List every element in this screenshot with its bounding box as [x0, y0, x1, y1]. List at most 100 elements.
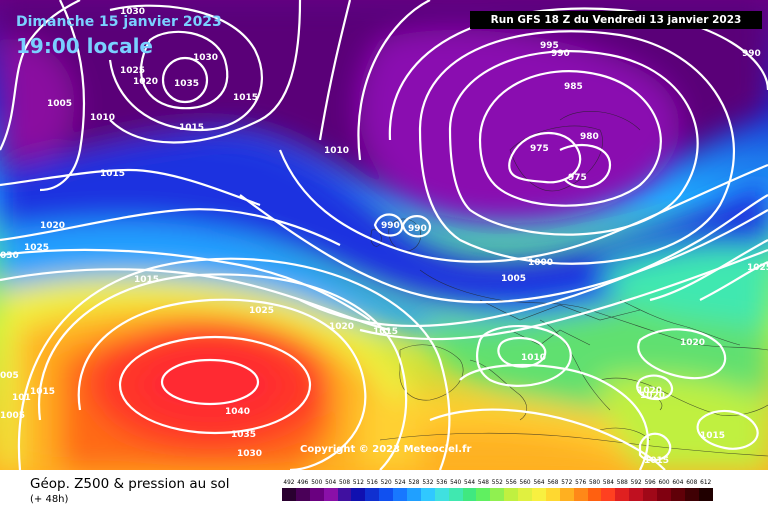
isobar-label: 990	[742, 49, 761, 59]
isobar-label: 005	[0, 371, 19, 381]
legend-label: 580	[589, 480, 601, 486]
isobar-label: 1010	[324, 146, 349, 156]
legend-label: 524	[394, 480, 406, 486]
map-title: Géop. Z500 & pression au sol	[30, 476, 230, 492]
legend-label: 528	[408, 480, 420, 486]
legend-label: 556	[505, 480, 517, 486]
legend-swatch	[379, 488, 394, 501]
legend-swatch	[587, 488, 602, 501]
isobar-label: 1030	[193, 53, 218, 63]
legend-swatch	[393, 488, 408, 501]
legend-swatch	[365, 488, 380, 501]
legend-label: 508	[338, 480, 351, 486]
isobar-label: 1015	[179, 123, 204, 133]
footer: Géop. Z500 & pression au sol (+ 48h) 492…	[0, 470, 768, 512]
legend-swatch	[504, 488, 519, 501]
isobar-label: 1015	[373, 327, 398, 337]
legend-swatch	[698, 488, 713, 501]
isobar-label: 1025	[120, 66, 145, 76]
legend-swatch	[490, 488, 505, 501]
legend-label: 504	[325, 480, 337, 486]
legend-label: 612	[700, 480, 712, 486]
legend-swatch	[601, 488, 616, 501]
legend-label: 568	[547, 480, 559, 486]
legend-swatch	[532, 488, 546, 501]
isobar-label: 1005	[47, 99, 72, 109]
legend-label: 516	[366, 480, 378, 486]
isobar-label: 1025	[747, 263, 768, 273]
legend-label: 500	[311, 480, 323, 486]
legend-swatch	[476, 488, 491, 501]
legend-label: 520	[380, 480, 392, 486]
legend-label: 592	[630, 480, 642, 486]
isobar-label: 1010	[521, 353, 546, 363]
legend-label: 512	[352, 480, 364, 486]
isobar-label: 975	[530, 144, 549, 154]
isobar-label: 1015	[134, 275, 159, 285]
legend-label: 604	[672, 480, 684, 486]
legend-labels: 492 496 500 504 508 512 516 520 524 528 532 536 540 5…	[282, 480, 713, 486]
legend-label: 536	[436, 480, 448, 486]
isobars	[0, 0, 768, 470]
isobar-label: 1015	[30, 387, 55, 397]
isobar-label: 1020	[640, 391, 665, 401]
legend-swatch	[684, 488, 699, 501]
isobar-label: 1015	[100, 169, 125, 179]
isobar-label: 1040	[225, 407, 250, 417]
legend-swatch	[282, 488, 296, 501]
isobar-label: 1020	[329, 322, 354, 332]
isobar-label: 1010	[90, 113, 115, 123]
isobar-label: 990	[381, 221, 400, 231]
isobar-label: 1005	[0, 411, 25, 421]
legend-label: 544	[463, 480, 476, 486]
isobar-label: 1035	[174, 79, 199, 89]
isobar-label: 975	[568, 173, 587, 183]
legend-label: 600	[658, 480, 670, 486]
isobar-label: 1020	[40, 221, 65, 231]
legend-swatches	[282, 488, 713, 501]
geopotential-field	[0, 0, 768, 470]
copyright-text: Copyright © 2023 Meteociel.fr	[300, 444, 472, 455]
legend-label: 560	[519, 480, 531, 486]
legend-label: 564	[533, 480, 545, 486]
valid-date: Dimanche 15 janvier 2023	[16, 14, 222, 30]
legend-swatch	[643, 488, 658, 501]
legend-label: 572	[561, 480, 573, 486]
legend-swatch	[337, 488, 352, 501]
isobar-label: 980	[580, 132, 599, 142]
legend-label: 596	[644, 480, 656, 486]
legend-swatch	[323, 488, 338, 501]
legend-swatch	[545, 488, 560, 501]
legend-swatch	[351, 488, 366, 501]
legend-swatch	[420, 488, 435, 501]
legend-swatch	[448, 488, 463, 501]
legend-swatch	[629, 488, 644, 501]
legend-label: 576	[575, 480, 587, 486]
isobar-label: 1005	[501, 274, 526, 284]
isobar-label: 1015	[233, 93, 258, 103]
isobar-label: 030	[0, 251, 19, 261]
isobar-label: 1015	[700, 431, 725, 441]
isobar-label: 1030	[120, 7, 145, 17]
isobar-label: 995	[540, 41, 559, 51]
legend-swatch	[657, 488, 671, 501]
valid-time: 19:00 locale	[16, 34, 153, 58]
isobar-label: 1025	[24, 243, 49, 253]
legend-swatch	[518, 488, 533, 501]
isobar-label: 990	[408, 224, 427, 234]
isobar-label: 990	[551, 49, 570, 59]
isobar-label: 1020	[680, 338, 705, 348]
legend-swatch	[462, 488, 477, 501]
legend-label: 552	[491, 480, 503, 486]
legend-label: 548	[477, 480, 489, 486]
isobar-label: 1035	[231, 430, 256, 440]
isobar-label: 1015	[644, 456, 669, 466]
legend-swatch	[434, 488, 449, 501]
legend-swatch	[615, 488, 630, 501]
forecast-offset: (+ 48h)	[30, 494, 69, 505]
run-info: Run GFS 18 Z du Vendredi 13 janvier 2023	[470, 11, 762, 29]
isobar-label: 1020	[133, 77, 158, 87]
